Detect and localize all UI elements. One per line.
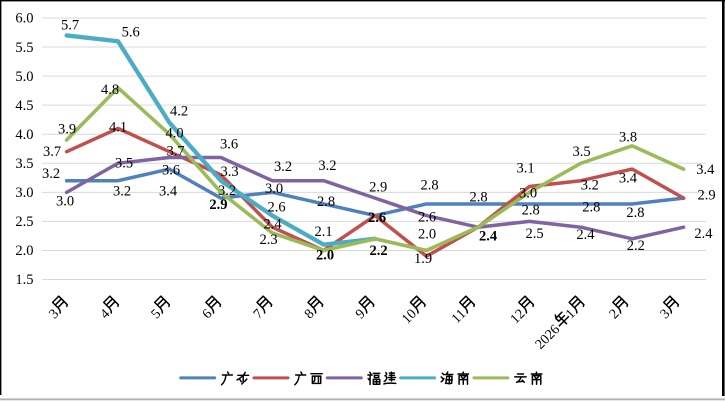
svg-text:5.7: 5.7: [61, 18, 79, 34]
svg-text:3.6: 3.6: [220, 136, 238, 152]
svg-text:1.5: 1.5: [15, 272, 33, 288]
svg-text:3.7: 3.7: [43, 144, 61, 160]
svg-text:3.9: 3.9: [58, 122, 76, 138]
svg-text:3.2: 3.2: [581, 178, 599, 194]
svg-text:2.0: 2.0: [418, 226, 436, 242]
svg-text:2.4: 2.4: [694, 226, 713, 242]
svg-text:3.2: 3.2: [318, 158, 336, 174]
svg-text:2.0: 2.0: [15, 243, 33, 259]
svg-text:4.1: 4.1: [109, 120, 127, 136]
svg-text:3.2: 3.2: [218, 183, 236, 199]
svg-text:3.0: 3.0: [519, 186, 537, 202]
svg-text:3.8: 3.8: [619, 130, 637, 146]
svg-text:3.2: 3.2: [274, 159, 292, 175]
svg-text:2.9: 2.9: [369, 179, 387, 195]
svg-text:5.0: 5.0: [15, 69, 33, 85]
svg-text:2.6: 2.6: [418, 210, 436, 226]
svg-text:2.4: 2.4: [263, 216, 282, 232]
svg-text:2.8: 2.8: [469, 189, 487, 205]
svg-text:3.4: 3.4: [159, 184, 178, 200]
svg-text:2.2: 2.2: [369, 243, 387, 259]
svg-text:3.0: 3.0: [15, 185, 33, 201]
svg-text:2.1: 2.1: [314, 224, 332, 240]
svg-text:2.6: 2.6: [267, 200, 285, 216]
svg-text:2.8: 2.8: [420, 177, 438, 193]
svg-text:3.4: 3.4: [696, 162, 715, 178]
svg-text:2.5: 2.5: [15, 214, 33, 230]
svg-text:3.2: 3.2: [42, 166, 60, 182]
svg-text:2.4: 2.4: [576, 227, 595, 243]
svg-text:3.2: 3.2: [113, 184, 131, 200]
svg-text:2.8: 2.8: [582, 199, 600, 215]
svg-text:2.4: 2.4: [479, 229, 497, 245]
svg-text:3.3: 3.3: [220, 164, 238, 180]
svg-text:2.9: 2.9: [697, 188, 715, 204]
svg-text:3.5: 3.5: [15, 156, 33, 172]
svg-text:2.8: 2.8: [522, 202, 540, 218]
svg-text:4.2: 4.2: [170, 103, 188, 119]
svg-text:3.5: 3.5: [572, 144, 590, 160]
svg-text:2.6: 2.6: [368, 210, 386, 226]
svg-text:3.0: 3.0: [265, 181, 283, 197]
svg-text:3.5: 3.5: [115, 156, 133, 172]
svg-text:2.9: 2.9: [209, 197, 227, 213]
svg-text:6.0: 6.0: [15, 11, 33, 27]
svg-text:2.8: 2.8: [317, 194, 335, 210]
svg-text:2.3: 2.3: [259, 232, 277, 248]
svg-text:1.9: 1.9: [414, 251, 432, 267]
svg-text:4.0: 4.0: [165, 126, 183, 142]
svg-text:3.7: 3.7: [166, 144, 184, 160]
svg-text:2.0: 2.0: [316, 248, 334, 264]
svg-text:2.2: 2.2: [627, 238, 645, 254]
svg-text:5.5: 5.5: [15, 40, 33, 56]
svg-text:3.6: 3.6: [162, 163, 180, 179]
svg-text:4.5: 4.5: [15, 98, 33, 114]
svg-text:5.6: 5.6: [122, 25, 140, 41]
svg-text:2.8: 2.8: [626, 205, 644, 221]
svg-text:3.1: 3.1: [516, 161, 534, 177]
svg-text:2.5: 2.5: [526, 226, 544, 242]
svg-text:3.0: 3.0: [56, 194, 74, 210]
svg-text:4.0: 4.0: [15, 127, 33, 143]
svg-text:4.8: 4.8: [101, 82, 119, 98]
svg-text:3.4: 3.4: [619, 170, 638, 186]
